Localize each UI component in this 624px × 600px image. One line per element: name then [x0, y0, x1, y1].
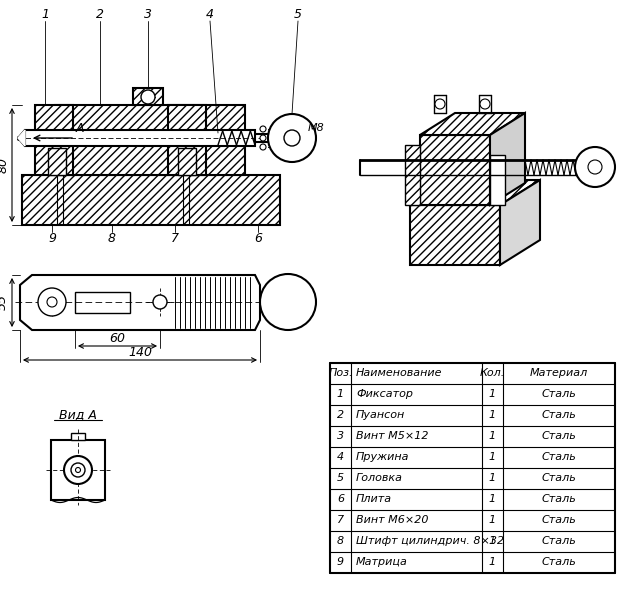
Text: Материал: Материал: [530, 368, 588, 378]
Circle shape: [71, 463, 85, 477]
Bar: [35, 105, 73, 175]
Text: 1: 1: [489, 389, 496, 399]
Text: Пуансон: Пуансон: [356, 410, 405, 420]
Circle shape: [38, 288, 66, 316]
Text: 1: 1: [489, 473, 496, 483]
Text: 3: 3: [144, 7, 152, 20]
Circle shape: [260, 144, 266, 150]
Circle shape: [435, 99, 445, 109]
Text: Поз.: Поз.: [328, 368, 353, 378]
Text: Сталь: Сталь: [542, 452, 577, 462]
Text: Сталь: Сталь: [542, 431, 577, 441]
Polygon shape: [410, 180, 540, 205]
Text: Пружина: Пружина: [356, 452, 409, 462]
Text: Сталь: Сталь: [542, 473, 577, 483]
Polygon shape: [420, 113, 525, 135]
Bar: [48, 148, 66, 175]
Polygon shape: [20, 275, 260, 330]
Circle shape: [284, 130, 300, 146]
Text: 3: 3: [337, 431, 344, 441]
Circle shape: [260, 135, 266, 141]
Circle shape: [588, 160, 602, 174]
Text: 2: 2: [337, 410, 344, 420]
Text: 5: 5: [337, 473, 344, 483]
Circle shape: [575, 147, 615, 187]
Text: 1: 1: [489, 452, 496, 462]
Text: 5: 5: [294, 7, 302, 20]
Circle shape: [141, 90, 155, 104]
Text: M8: M8: [308, 123, 324, 133]
Text: Сталь: Сталь: [542, 494, 577, 504]
Text: 1: 1: [489, 494, 496, 504]
Text: Фиксатор: Фиксатор: [356, 389, 413, 399]
Text: 9: 9: [337, 557, 344, 567]
Circle shape: [268, 114, 316, 162]
Bar: [55, 105, 245, 175]
Text: 1: 1: [41, 7, 49, 20]
Bar: [25, 130, 255, 146]
Circle shape: [260, 126, 266, 132]
Polygon shape: [18, 130, 25, 146]
Text: Сталь: Сталь: [542, 515, 577, 525]
Text: Вид A: Вид A: [59, 409, 97, 421]
Bar: [71, 433, 85, 440]
Text: 6: 6: [254, 232, 262, 245]
Text: 4: 4: [206, 7, 214, 20]
Polygon shape: [490, 155, 505, 205]
Text: Наименование: Наименование: [356, 368, 442, 378]
Text: Штифт цилиндрич. 8×32: Штифт цилиндрич. 8×32: [356, 536, 504, 546]
Text: Винт М6×20: Винт М6×20: [356, 515, 429, 525]
Text: 8: 8: [108, 232, 116, 245]
Text: Головка: Головка: [356, 473, 403, 483]
Circle shape: [260, 274, 316, 330]
Circle shape: [76, 467, 80, 473]
Polygon shape: [410, 205, 500, 265]
Text: 8: 8: [337, 536, 344, 546]
Text: Сталь: Сталь: [542, 536, 577, 546]
Text: 4: 4: [337, 452, 344, 462]
Text: 1: 1: [337, 389, 344, 399]
Text: Кол.: Кол.: [480, 368, 505, 378]
Text: 2: 2: [96, 7, 104, 20]
Text: Сталь: Сталь: [542, 557, 577, 567]
Text: 60: 60: [109, 332, 125, 346]
Polygon shape: [500, 180, 540, 265]
Circle shape: [480, 99, 490, 109]
Text: 7: 7: [337, 515, 344, 525]
Polygon shape: [420, 135, 490, 205]
Bar: [133, 88, 163, 105]
Text: 80: 80: [0, 157, 10, 173]
Text: Сталь: Сталь: [542, 389, 577, 399]
Circle shape: [47, 297, 57, 307]
Bar: [178, 148, 196, 175]
Text: 1: 1: [489, 431, 496, 441]
Circle shape: [64, 456, 92, 484]
Text: Матрица: Матрица: [356, 557, 408, 567]
Text: 1: 1: [489, 515, 496, 525]
Polygon shape: [405, 145, 420, 205]
Text: 6: 6: [337, 494, 344, 504]
Bar: [168, 105, 206, 175]
Text: 1: 1: [489, 557, 496, 567]
Text: 1: 1: [489, 536, 496, 546]
Text: 7: 7: [171, 232, 179, 245]
Text: 1: 1: [489, 410, 496, 420]
Text: Сталь: Сталь: [542, 410, 577, 420]
Bar: [51, 440, 105, 500]
Bar: [22, 175, 280, 225]
Text: Винт М5×12: Винт М5×12: [356, 431, 429, 441]
Circle shape: [153, 295, 167, 309]
Text: Плита: Плита: [356, 494, 392, 504]
Text: 9: 9: [48, 232, 56, 245]
Bar: [75, 292, 130, 313]
Text: А: А: [76, 121, 84, 134]
Text: 140: 140: [128, 346, 152, 359]
Polygon shape: [490, 113, 525, 205]
Text: 55: 55: [0, 294, 9, 310]
